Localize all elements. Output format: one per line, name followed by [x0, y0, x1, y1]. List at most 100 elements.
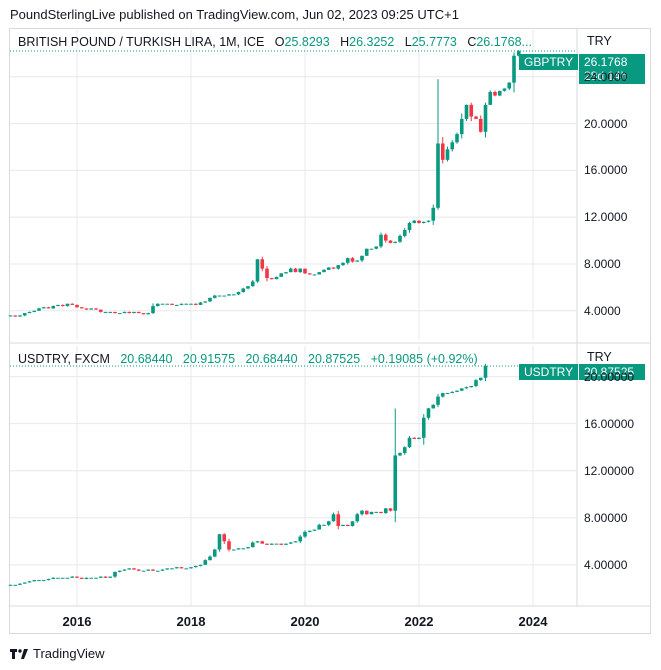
pane2-candle-body [312, 529, 317, 531]
pane1-candle-body [388, 240, 393, 243]
pane1-y-tick-label: 20.0000 [584, 116, 628, 131]
pane1-candle-body [355, 260, 360, 262]
pane2-candle-body [94, 577, 98, 579]
pane2-candle-body [37, 580, 41, 582]
pane1-candle-body [13, 315, 18, 317]
pane2-candle-body [208, 556, 212, 561]
pane2-candle-body [336, 514, 341, 526]
pane2-candle-body [298, 536, 303, 542]
pane2-candle-body [27, 581, 32, 583]
pane2-y-tick-label: 16.00000 [584, 416, 635, 431]
pane1-candle-body [56, 304, 60, 307]
pane1-candle-body [155, 303, 160, 307]
pane1-close-label: C [467, 35, 477, 49]
pane2-candle-body [103, 576, 108, 578]
pane2-candle-body [108, 576, 113, 578]
pane1-candle-body [165, 303, 170, 305]
x-tick-label-2020: 2020 [290, 614, 320, 629]
pane2-candle-body [193, 566, 198, 568]
pane2-candle-body [246, 547, 250, 549]
pane1-candle-body [170, 303, 174, 305]
pane2-candle-body [70, 576, 75, 578]
pane1-candle-body [146, 313, 151, 315]
pane2-candle-body [398, 453, 402, 456]
pane2-candle-body [236, 548, 241, 550]
pane2-candle-body [227, 541, 231, 550]
pane2-candle-body [46, 578, 51, 581]
pane1-candle-body [469, 104, 474, 117]
pane1-candle-body [65, 303, 70, 307]
pane1-candle-body [455, 134, 459, 143]
pane2-candle-body [269, 543, 274, 545]
pane1-candle-body [151, 306, 155, 314]
pane2-candle-body [260, 541, 265, 544]
pane2-candle-body [132, 568, 136, 570]
pane2-candle-body [426, 408, 431, 418]
pane2-candle-body [350, 521, 355, 526]
pane2-candle-body [231, 549, 236, 551]
pane2-high: 20.91575 [182, 352, 236, 366]
pane2-close: 20.87525 [308, 352, 361, 366]
pane2-candle-body [160, 569, 165, 571]
pane2-candle-body [51, 577, 56, 579]
pane1-candle-body [60, 304, 65, 307]
pane1-candle-body [103, 311, 108, 313]
pane1-candle-body [426, 220, 431, 222]
pane2-candle-body [151, 569, 155, 571]
pane2-candle-body [374, 511, 379, 513]
pane2-candle-body [407, 437, 412, 448]
pane1-symbol-tag: GBPTRY [519, 54, 579, 70]
pane1-candle-body [369, 248, 374, 250]
pane2-candle-body [284, 543, 288, 545]
pane1-candle-body [326, 267, 331, 270]
pane2-candle-body [317, 524, 322, 530]
pane1-candle-body [364, 248, 369, 256]
pane1-candle-body [497, 90, 502, 96]
pane1-candle-body [341, 262, 345, 266]
pane1-open-label: O [274, 35, 285, 49]
pane1-candle-body [193, 303, 198, 305]
pane1-candle-body [212, 295, 217, 298]
pane1-candle-body [440, 143, 445, 160]
footer: TradingView [10, 646, 105, 661]
pane2-change-pct: (+0.92%) [426, 352, 478, 366]
pane1-candle-body [431, 207, 436, 221]
pane1-candle-body [94, 308, 98, 310]
pane1-candle-body [298, 268, 303, 273]
pane1-candle-body [421, 221, 426, 224]
pane2-candle-body [474, 380, 478, 386]
pane2-candle-body [241, 548, 246, 550]
pane1-candle-body [122, 311, 127, 314]
pane2-candle-body [84, 577, 89, 579]
pane2-candle-body [345, 524, 350, 526]
pane2-candle-body [388, 508, 393, 511]
pane1-candle-body [70, 303, 75, 305]
pane2-candle-body [478, 377, 483, 381]
x-tick-label-2024: 2024 [518, 614, 548, 629]
pane1-candle-body [160, 303, 165, 305]
pane2-candle-body [412, 437, 417, 439]
pane1-y-tick-label: 8.0000 [584, 256, 621, 271]
pane2-candle-body [459, 388, 464, 391]
pane1-candle-body [393, 241, 398, 243]
x-tick-label-2016: 2016 [62, 614, 92, 629]
pane1-candle-body [293, 268, 298, 273]
x-tick-label-2018: 2018 [176, 614, 206, 629]
pane2-symbol-name: USDTRY, FXCM [18, 352, 110, 366]
pane1-candle-body [360, 255, 364, 261]
pane1-candle-body [478, 118, 483, 132]
pane1-candle-body [336, 265, 341, 269]
pane1-candle-body [417, 220, 421, 224]
pane1-candle-body [350, 258, 355, 262]
pane2-candle-body [8, 584, 13, 586]
pane1-title: BRITISH POUND / TURKISH LIRA, 1M, ICE O2… [18, 35, 532, 49]
pane1-candle-body [255, 259, 260, 282]
pane2-candle-body [198, 564, 203, 566]
pane1-candle-body [265, 268, 269, 278]
pane2-candle-body [279, 543, 284, 545]
pane1-candle-body [203, 301, 208, 303]
pane1-candle-body [51, 306, 56, 309]
pane2-candle-body [56, 577, 60, 579]
pane1-candle-body [507, 82, 512, 89]
